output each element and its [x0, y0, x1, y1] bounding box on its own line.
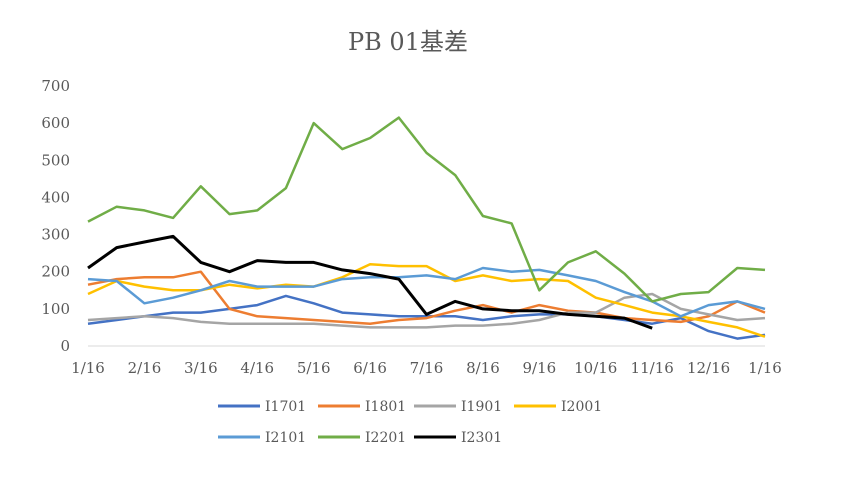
x-tick-label: 9/16	[522, 359, 556, 377]
y-tick-label: 0	[60, 337, 70, 355]
x-tick-label: 7/16	[410, 359, 444, 377]
x-tick-label: 1/16	[71, 359, 105, 377]
series-line-i2201	[87, 116, 766, 303]
series-line-i1901	[87, 292, 766, 329]
chart-title: PB 01基差	[348, 28, 468, 56]
y-tick-label: 700	[41, 77, 70, 95]
series-line-i1801	[87, 270, 766, 325]
y-tick-label: 200	[41, 263, 70, 281]
x-tick-label: 5/16	[297, 359, 331, 377]
y-tick-label: 400	[41, 188, 70, 206]
legend-label: I1801	[365, 399, 406, 415]
x-tick-label: 6/16	[353, 359, 387, 377]
legend-label: I1901	[461, 399, 502, 415]
legend-label: I2201	[365, 430, 406, 446]
y-tick-label: 600	[41, 114, 70, 132]
x-tick-label: 11/16	[631, 359, 674, 377]
legend-label: I2301	[461, 430, 502, 446]
legend-label: I1701	[265, 399, 306, 415]
series-line-i2301	[87, 234, 653, 330]
legend-label: I2101	[265, 430, 306, 446]
series-line-i1701	[87, 294, 766, 340]
legend-label: I2001	[561, 399, 602, 415]
x-tick-label: 2/16	[128, 359, 162, 377]
x-tick-label: 3/16	[184, 359, 218, 377]
y-tick-label: 100	[41, 300, 70, 318]
y-tick-label: 500	[41, 151, 70, 169]
y-tick-label: 300	[41, 226, 70, 244]
x-tick-label: 4/16	[240, 359, 274, 377]
x-tick-label: 12/16	[687, 359, 730, 377]
x-tick-label: 1/16	[748, 359, 782, 377]
x-tick-label: 10/16	[574, 359, 617, 377]
x-tick-label: 8/16	[466, 359, 500, 377]
